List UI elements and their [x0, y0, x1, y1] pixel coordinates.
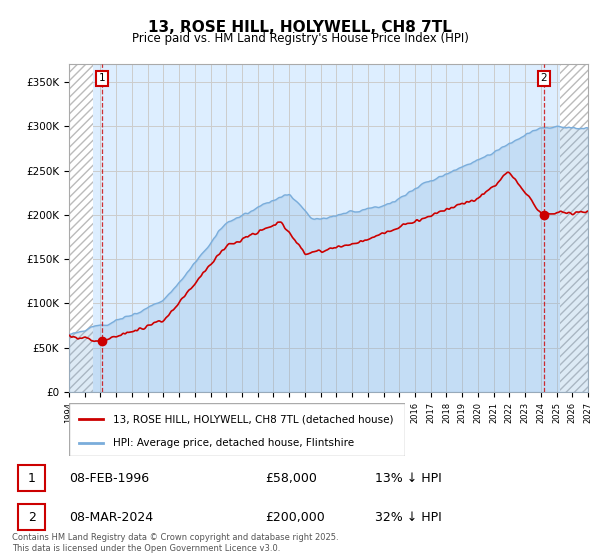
Text: 2: 2: [541, 73, 547, 83]
Bar: [69, 64, 92, 392]
FancyBboxPatch shape: [18, 504, 46, 530]
Bar: [560, 64, 588, 392]
Text: 13% ↓ HPI: 13% ↓ HPI: [375, 472, 442, 484]
Text: HPI: Average price, detached house, Flintshire: HPI: Average price, detached house, Flin…: [113, 438, 354, 448]
Text: 1: 1: [99, 73, 106, 83]
FancyBboxPatch shape: [18, 465, 46, 491]
Text: Contains HM Land Registry data © Crown copyright and database right 2025.
This d: Contains HM Land Registry data © Crown c…: [12, 533, 338, 553]
Text: 08-FEB-1996: 08-FEB-1996: [70, 472, 150, 484]
Text: 32% ↓ HPI: 32% ↓ HPI: [375, 511, 442, 524]
Text: 08-MAR-2024: 08-MAR-2024: [70, 511, 154, 524]
Text: 13, ROSE HILL, HOLYWELL, CH8 7TL: 13, ROSE HILL, HOLYWELL, CH8 7TL: [148, 20, 452, 35]
Text: 13, ROSE HILL, HOLYWELL, CH8 7TL (detached house): 13, ROSE HILL, HOLYWELL, CH8 7TL (detach…: [113, 414, 393, 424]
Text: 1: 1: [28, 472, 35, 484]
Text: 2: 2: [28, 511, 35, 524]
FancyBboxPatch shape: [69, 403, 405, 456]
Text: Price paid vs. HM Land Registry's House Price Index (HPI): Price paid vs. HM Land Registry's House …: [131, 32, 469, 45]
Text: £200,000: £200,000: [265, 511, 325, 524]
Text: £58,000: £58,000: [265, 472, 317, 484]
